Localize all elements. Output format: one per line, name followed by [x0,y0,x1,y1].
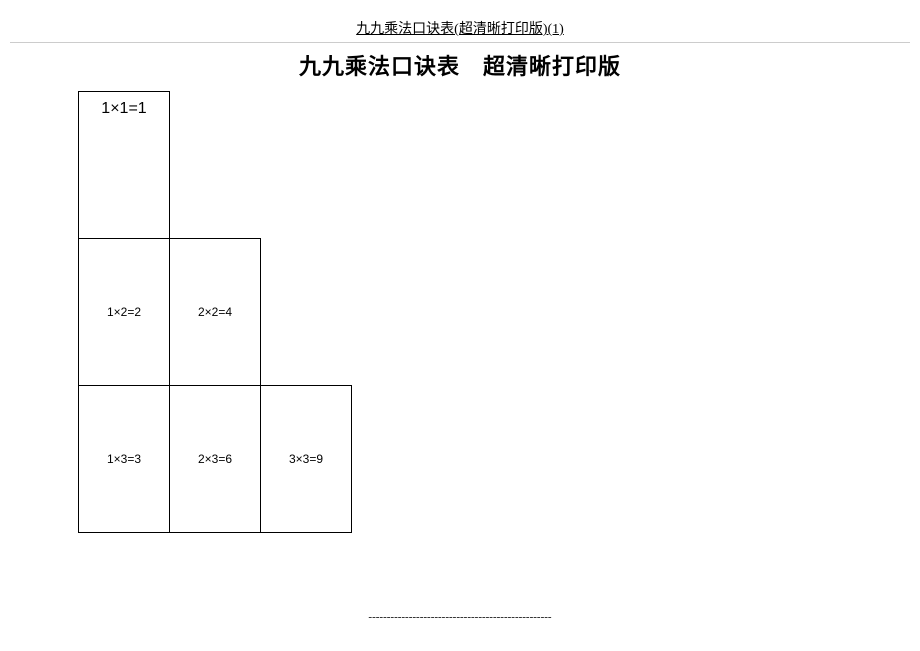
table-row: 1×1=1 [78,91,920,239]
header-divider [10,42,910,43]
table-row: 1×3=3 2×3=6 3×3=9 [78,386,920,533]
page-header: 九九乘法口诀表(超清晰打印版)(1) [0,0,920,42]
table-cell: 3×3=9 [260,385,352,533]
multiplication-table: 1×1=1 1×2=2 2×2=4 1×3=3 2×3=6 3×3=9 [78,91,920,533]
main-title: 九九乘法口诀表 超清晰打印版 [0,49,920,81]
footer-dashes: ----------------------------------------… [0,611,920,623]
table-row: 1×2=2 2×2=4 [78,239,920,386]
table-cell: 1×1=1 [78,91,170,239]
table-cell: 2×3=6 [169,385,261,533]
table-cell: 2×2=4 [169,238,261,386]
doc-title: 九九乘法口诀表(超清晰打印版)(1) [356,22,564,37]
table-cell: 1×2=2 [78,238,170,386]
table-cell: 1×3=3 [78,385,170,533]
